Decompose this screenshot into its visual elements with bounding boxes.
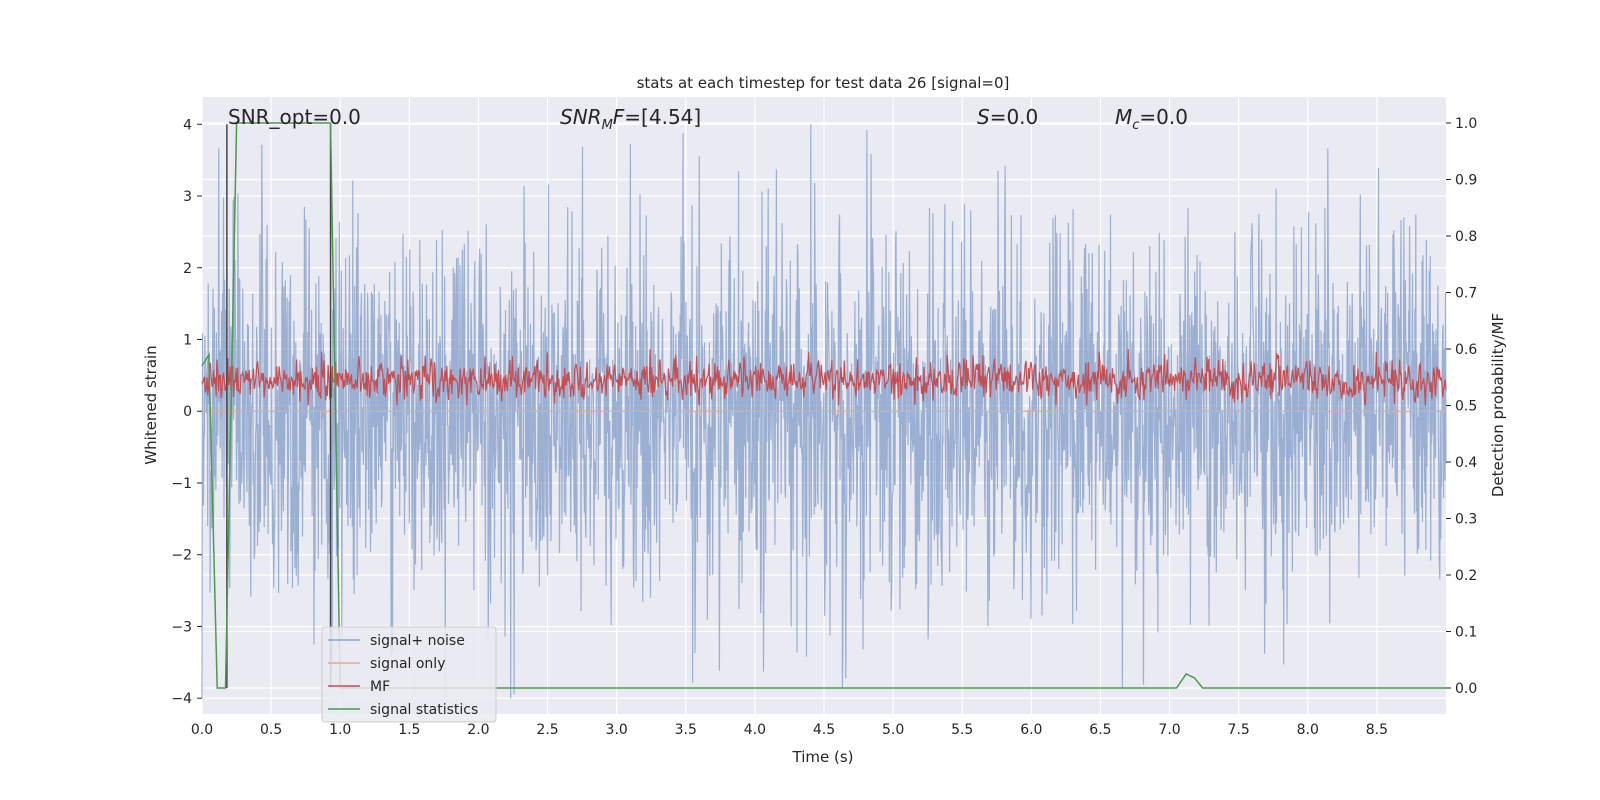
annotation-snr-opt-label: SNR_opt: [228, 105, 312, 129]
x-tick-label: 0.0: [191, 722, 213, 738]
annotation-mc: Mc=0.0: [1115, 105, 1188, 133]
y-tick-label-right: 0.8: [1455, 229, 1477, 245]
y-tick-label-left: −3: [171, 619, 192, 635]
annotation-mc-value: =0.0: [1139, 105, 1188, 129]
x-tick-label: 6.0: [1020, 722, 1042, 738]
annotation-s-value: =0.0: [990, 105, 1039, 129]
y-tick-label-right: 0.0: [1455, 681, 1477, 697]
y-tick-label-left: −4: [171, 691, 192, 707]
y-tick-label-left: 0: [183, 404, 192, 420]
x-tick-label: 2.5: [536, 722, 558, 738]
annotation-s: S=0.0: [977, 105, 1038, 129]
y-tick-label-right: 0.2: [1455, 568, 1477, 584]
chart-title: stats at each timestep for test data 26 …: [637, 74, 1010, 92]
y-tick-label-right: 0.5: [1455, 399, 1477, 415]
legend-label-mf: MF: [370, 679, 390, 695]
y-tick-label-left: 4: [183, 117, 192, 133]
x-tick-label: 0.5: [260, 722, 282, 738]
x-tick-label: 2.0: [467, 722, 489, 738]
y-tick-label-right: 1.0: [1455, 116, 1477, 132]
y-tick-label-left: −1: [171, 476, 192, 492]
annotation-snr-opt: SNR_opt=0.0: [228, 105, 361, 129]
y-tick-label-left: −2: [171, 548, 192, 564]
annotation-snr-opt-value: =0.0: [312, 105, 361, 129]
annotation-snr-mf-sub: M: [602, 118, 613, 133]
x-tick-label: 5.0: [882, 722, 904, 738]
x-tick-label: 3.5: [675, 722, 697, 738]
legend-label-signal-only: signal only: [370, 656, 445, 672]
legend-label-signal-noise: signal+ noise: [370, 633, 465, 649]
annotation-snr-mf-value: =[4.54]: [624, 105, 701, 129]
x-tick-label: 5.5: [951, 722, 973, 738]
y-axis-label-left: Whitened strain: [142, 345, 160, 464]
y-tick-label-left: 1: [183, 332, 192, 348]
y-tick-label-right: 0.1: [1455, 625, 1477, 641]
annotation-snr-mf: SNRMF=[4.54]: [560, 105, 701, 133]
legend-label-signal-statistics: signal statistics: [370, 702, 478, 718]
y-tick-label-right: 0.7: [1455, 285, 1477, 301]
x-tick-label: 4.0: [744, 722, 766, 738]
y-tick-label-left: 3: [183, 189, 192, 205]
x-tick-label: 1.5: [398, 722, 420, 738]
x-tick-label: 6.5: [1089, 722, 1111, 738]
y-axis-label-right: Detection probability/MF: [1489, 313, 1507, 497]
legend-frame: [321, 626, 497, 723]
y-tick-label-right: 0.6: [1455, 342, 1477, 358]
x-tick-label: 7.5: [1228, 722, 1250, 738]
x-tick-label: 8.5: [1366, 722, 1388, 738]
x-tick-label: 3.0: [606, 722, 628, 738]
x-tick-label: 4.5: [813, 722, 835, 738]
annotation-snr-mf-mid: F: [613, 105, 625, 129]
series-mf-line: [201, 348, 1447, 406]
x-tick-label: 7.0: [1158, 722, 1180, 738]
annotation-s-label: S: [977, 105, 990, 129]
legend: signal+ noise signal only MF signal stat…: [321, 626, 497, 723]
annotation-mc-label: M: [1115, 105, 1132, 129]
annotation-snr-mf-label: SNR: [560, 105, 602, 129]
y-tick-label-left: 2: [183, 261, 192, 277]
ticks: 0.0 0.5 1.0 1.5 2.0 2.5 3.0 3.5 4.0 4.5 5.0 5.5 6.0 6…: [171, 116, 1477, 738]
x-axis-label: Time (s): [792, 748, 854, 766]
y-tick-label-right: 0.9: [1455, 172, 1477, 188]
annotation-mc-sub: c: [1132, 118, 1139, 133]
x-tick-label: 1.0: [329, 722, 351, 738]
y-tick-label-right: 0.4: [1455, 455, 1477, 471]
x-tick-label: 8.0: [1297, 722, 1319, 738]
y-tick-label-right: 0.3: [1455, 512, 1477, 528]
